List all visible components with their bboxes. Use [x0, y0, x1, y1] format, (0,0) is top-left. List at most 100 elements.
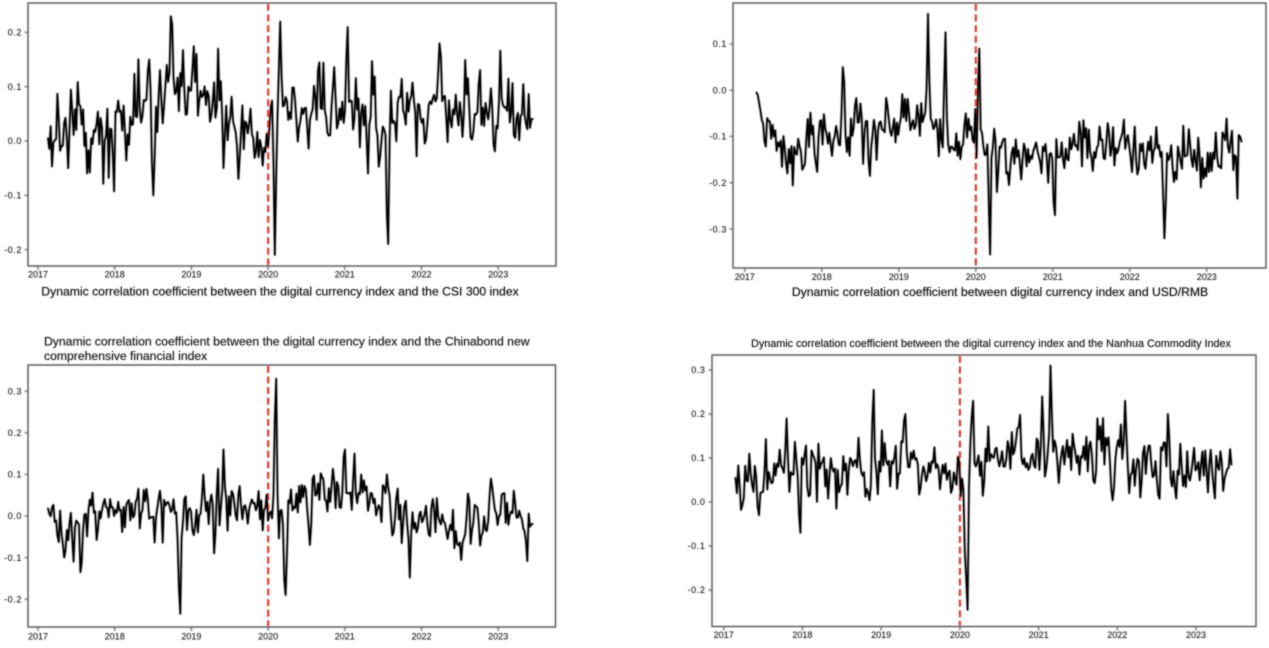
svg-text:-0.1: -0.1 [4, 191, 22, 201]
svg-text:comprehensive financial index: comprehensive financial index [44, 349, 207, 363]
svg-text:2022: 2022 [1107, 630, 1127, 640]
svg-text:0.0: 0.0 [8, 511, 22, 521]
svg-text:-0.2: -0.2 [4, 245, 22, 255]
svg-text:-0.1: -0.1 [4, 191, 22, 201]
svg-text:0.3: 0.3 [691, 365, 705, 375]
svg-text:2019: 2019 [181, 632, 201, 642]
svg-text:2021: 2021 [335, 270, 355, 280]
svg-text:2017: 2017 [28, 270, 48, 280]
svg-text:2018: 2018 [105, 270, 125, 280]
svg-text:2018: 2018 [105, 632, 125, 642]
svg-text:2020: 2020 [966, 272, 986, 282]
svg-text:0.0: 0.0 [713, 85, 727, 95]
svg-text:2023: 2023 [1186, 630, 1206, 640]
svg-text:0.2: 0.2 [8, 428, 22, 438]
svg-text:2023: 2023 [488, 632, 508, 642]
svg-text:2022: 2022 [1107, 630, 1127, 640]
svg-text:-0.1: -0.1 [688, 541, 706, 551]
svg-text:2023: 2023 [1197, 272, 1217, 282]
svg-text:2022: 2022 [411, 632, 431, 642]
svg-text:0.0: 0.0 [691, 497, 705, 507]
svg-text:-0.3: -0.3 [709, 224, 727, 234]
svg-text:2019: 2019 [871, 630, 891, 640]
svg-text:0.1: 0.1 [713, 39, 727, 49]
svg-text:2018: 2018 [105, 270, 125, 280]
svg-text:2023: 2023 [1197, 272, 1217, 282]
svg-text:0.3: 0.3 [691, 365, 705, 375]
svg-text:2022: 2022 [411, 270, 431, 280]
svg-text:0.2: 0.2 [8, 28, 22, 38]
svg-text:comprehensive financial index: comprehensive financial index [44, 349, 207, 363]
svg-text:2022: 2022 [411, 270, 431, 280]
svg-text:2020: 2020 [258, 632, 278, 642]
svg-text:2021: 2021 [1029, 630, 1049, 640]
svg-text:2021: 2021 [335, 632, 355, 642]
svg-text:2018: 2018 [105, 632, 125, 642]
svg-text:-0.3: -0.3 [709, 224, 727, 234]
svg-text:2017: 2017 [735, 272, 755, 282]
svg-text:2022: 2022 [411, 632, 431, 642]
svg-text:2020: 2020 [258, 632, 278, 642]
svg-text:2018: 2018 [792, 630, 812, 640]
svg-text:2021: 2021 [1043, 272, 1063, 282]
svg-text:-0.2: -0.2 [4, 594, 22, 604]
svg-text:0.2: 0.2 [8, 428, 22, 438]
svg-text:2017: 2017 [714, 630, 734, 640]
svg-text:Dynamic correlation coefficien: Dynamic correlation coefficient between … [44, 335, 530, 349]
svg-text:0.1: 0.1 [8, 82, 22, 92]
svg-text:-0.2: -0.2 [4, 245, 22, 255]
svg-text:2023: 2023 [488, 270, 508, 280]
svg-text:-0.2: -0.2 [709, 178, 727, 188]
svg-text:2018: 2018 [792, 630, 812, 640]
svg-text:2018: 2018 [812, 272, 832, 282]
svg-text:2021: 2021 [1043, 272, 1063, 282]
svg-text:2019: 2019 [181, 632, 201, 642]
svg-text:2017: 2017 [28, 632, 48, 642]
svg-text:2020: 2020 [950, 630, 970, 640]
svg-text:2023: 2023 [488, 270, 508, 280]
svg-text:Dynamic correlation coefficien: Dynamic correlation coefficient between … [751, 338, 1232, 350]
svg-text:2017: 2017 [714, 630, 734, 640]
svg-text:2019: 2019 [181, 270, 201, 280]
svg-text:Dynamic correlation coefficien: Dynamic correlation coefficient between … [792, 285, 1208, 299]
svg-text:0.1: 0.1 [691, 453, 705, 463]
svg-text:Dynamic correlation coefficien: Dynamic correlation coefficient between … [792, 285, 1208, 299]
svg-text:0.1: 0.1 [8, 470, 22, 480]
svg-text:-0.1: -0.1 [688, 541, 706, 551]
svg-text:2019: 2019 [871, 630, 891, 640]
svg-text:2020: 2020 [950, 630, 970, 640]
svg-text:2020: 2020 [258, 270, 278, 280]
svg-text:0.0: 0.0 [691, 497, 705, 507]
svg-text:2022: 2022 [1120, 272, 1140, 282]
svg-text:2017: 2017 [28, 632, 48, 642]
svg-text:2021: 2021 [1029, 630, 1049, 640]
svg-text:-0.1: -0.1 [709, 132, 727, 142]
svg-text:2020: 2020 [258, 270, 278, 280]
svg-text:-0.2: -0.2 [709, 178, 727, 188]
svg-text:-0.1: -0.1 [709, 132, 727, 142]
svg-text:2017: 2017 [735, 272, 755, 282]
svg-text:2022: 2022 [1120, 272, 1140, 282]
svg-text:Dynamic correlation coefficien: Dynamic correlation coefficient between … [41, 285, 518, 299]
svg-text:2021: 2021 [335, 270, 355, 280]
svg-text:0.1: 0.1 [691, 453, 705, 463]
svg-text:-0.1: -0.1 [4, 553, 22, 563]
svg-text:0.0: 0.0 [8, 136, 22, 146]
svg-text:2023: 2023 [488, 632, 508, 642]
svg-text:-0.2: -0.2 [4, 594, 22, 604]
svg-text:0.1: 0.1 [8, 82, 22, 92]
svg-text:2021: 2021 [335, 632, 355, 642]
svg-text:2019: 2019 [889, 272, 909, 282]
svg-text:2020: 2020 [966, 272, 986, 282]
svg-text:0.0: 0.0 [8, 511, 22, 521]
svg-text:0.2: 0.2 [691, 409, 705, 419]
svg-text:0.3: 0.3 [8, 386, 22, 396]
svg-text:2018: 2018 [812, 272, 832, 282]
svg-text:0.0: 0.0 [713, 85, 727, 95]
svg-text:Dynamic correlation coefficien: Dynamic correlation coefficient between … [751, 338, 1232, 350]
svg-text:2017: 2017 [28, 270, 48, 280]
svg-text:0.0: 0.0 [8, 136, 22, 146]
svg-text:0.1: 0.1 [713, 39, 727, 49]
svg-text:2023: 2023 [1186, 630, 1206, 640]
svg-text:0.1: 0.1 [8, 470, 22, 480]
